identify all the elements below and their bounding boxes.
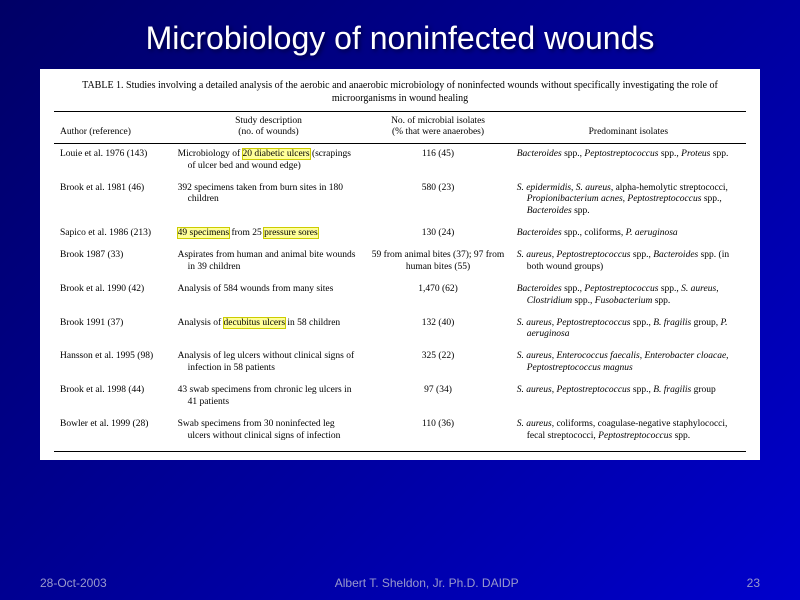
- cell-predominant: Bacteroides spp., coliforms, P. aerugino…: [511, 223, 746, 245]
- cell-predominant: S. aureus, Peptostreptococcus spp., Bact…: [511, 245, 746, 279]
- cell-predominant: Bacteroides spp., Peptostreptococcus spp…: [511, 279, 746, 313]
- table-row: Bowler et al. 1999 (28)Swab specimens fr…: [54, 414, 746, 451]
- cell-description: Microbiology of 20 diabetic ulcers (scra…: [172, 143, 366, 177]
- cell-author: Brook et al. 1998 (44): [54, 380, 172, 414]
- col-header-isolates: No. of microbial isolates(% that were an…: [365, 112, 510, 144]
- cell-description: Swab specimens from 30 noninfected leg u…: [172, 414, 366, 451]
- col-header-desc: Study description(no. of wounds): [172, 112, 366, 144]
- cell-predominant: S. aureus, Peptostreptococcus spp., B. f…: [511, 313, 746, 347]
- table-header-row: Author (reference) Study description(no.…: [54, 112, 746, 144]
- cell-author: Brook et al. 1990 (42): [54, 279, 172, 313]
- cell-author: Hansson et al. 1995 (98): [54, 346, 172, 380]
- cell-author: Brook 1991 (37): [54, 313, 172, 347]
- cell-author: Brook et al. 1981 (46): [54, 178, 172, 224]
- cell-isolates: 116 (45): [365, 143, 510, 177]
- cell-description: 49 specimens from 25 pressure sores: [172, 223, 366, 245]
- cell-author: Sapico et al. 1986 (213): [54, 223, 172, 245]
- cell-isolates: 130 (24): [365, 223, 510, 245]
- footer-page: 23: [747, 576, 760, 590]
- cell-description: Analysis of 584 wounds from many sites: [172, 279, 366, 313]
- cell-author: Brook 1987 (33): [54, 245, 172, 279]
- cell-isolates: 97 (34): [365, 380, 510, 414]
- cell-isolates: 132 (40): [365, 313, 510, 347]
- col-header-predominant: Predominant isolates: [511, 112, 746, 144]
- cell-description: 43 swab specimens from chronic leg ulcer…: [172, 380, 366, 414]
- cell-description: 392 specimens taken from burn sites in 1…: [172, 178, 366, 224]
- table-row: Brook 1987 (33)Aspirates from human and …: [54, 245, 746, 279]
- table-row: Brook et al. 1990 (42)Analysis of 584 wo…: [54, 279, 746, 313]
- cell-isolates: 580 (23): [365, 178, 510, 224]
- cell-isolates: 59 from animal bites (37); 97 from human…: [365, 245, 510, 279]
- cell-isolates: 1,470 (62): [365, 279, 510, 313]
- table-row: Sapico et al. 1986 (213)49 specimens fro…: [54, 223, 746, 245]
- cell-isolates: 110 (36): [365, 414, 510, 451]
- cell-predominant: S. epidermidis, S. aureus, alpha-hemolyt…: [511, 178, 746, 224]
- cell-predominant: S. aureus, Enterococcus faecalis, Entero…: [511, 346, 746, 380]
- slide-title: Microbiology of noninfected wounds: [0, 0, 800, 69]
- table-row: Louie et al. 1976 (143)Microbiology of 2…: [54, 143, 746, 177]
- cell-description: Analysis of decubitus ulcers in 58 child…: [172, 313, 366, 347]
- slide-footer: 28-Oct-2003 Albert T. Sheldon, Jr. Ph.D.…: [0, 576, 800, 590]
- footer-author: Albert T. Sheldon, Jr. Ph.D. DAIDP: [107, 576, 747, 590]
- table-row: Hansson et al. 1995 (98)Analysis of leg …: [54, 346, 746, 380]
- cell-author: Bowler et al. 1999 (28): [54, 414, 172, 451]
- table-row: Brook et al. 1998 (44)43 swab specimens …: [54, 380, 746, 414]
- cell-description: Aspirates from human and animal bite wou…: [172, 245, 366, 279]
- cell-author: Louie et al. 1976 (143): [54, 143, 172, 177]
- table-caption: TABLE 1. Studies involving a detailed an…: [54, 77, 746, 111]
- table-row: Brook 1991 (37)Analysis of decubitus ulc…: [54, 313, 746, 347]
- cell-predominant: S. aureus, coliforms, coagulase-negative…: [511, 414, 746, 451]
- cell-predominant: Bacteroides spp., Peptostreptococcus spp…: [511, 143, 746, 177]
- cell-predominant: S. aureus, Peptostreptococcus spp., B. f…: [511, 380, 746, 414]
- table-row: Brook et al. 1981 (46)392 specimens take…: [54, 178, 746, 224]
- studies-table: Author (reference) Study description(no.…: [54, 111, 746, 452]
- cell-isolates: 325 (22): [365, 346, 510, 380]
- table-1: TABLE 1. Studies involving a detailed an…: [40, 69, 760, 460]
- col-header-author: Author (reference): [54, 112, 172, 144]
- cell-description: Analysis of leg ulcers without clinical …: [172, 346, 366, 380]
- footer-date: 28-Oct-2003: [40, 576, 107, 590]
